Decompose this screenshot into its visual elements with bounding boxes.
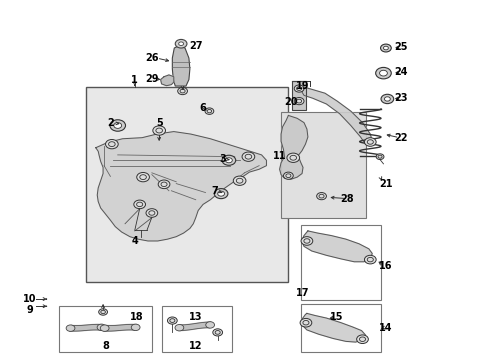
- Circle shape: [105, 139, 118, 149]
- Polygon shape: [160, 75, 173, 86]
- Polygon shape: [96, 132, 266, 241]
- Circle shape: [178, 42, 183, 45]
- Text: 19: 19: [296, 81, 309, 91]
- Text: 12: 12: [188, 341, 202, 351]
- Circle shape: [66, 325, 75, 332]
- Circle shape: [153, 126, 165, 135]
- Text: 7: 7: [211, 186, 218, 197]
- Circle shape: [283, 172, 293, 179]
- Circle shape: [300, 319, 311, 327]
- Circle shape: [114, 123, 122, 129]
- Circle shape: [301, 237, 312, 245]
- Circle shape: [205, 322, 214, 328]
- Bar: [161, 306, 232, 352]
- Circle shape: [364, 138, 375, 146]
- Circle shape: [177, 87, 187, 95]
- Circle shape: [137, 172, 149, 182]
- Text: 13: 13: [188, 312, 202, 322]
- Polygon shape: [103, 324, 136, 331]
- Circle shape: [100, 325, 109, 332]
- Circle shape: [242, 152, 254, 161]
- Circle shape: [158, 180, 169, 189]
- Bar: [59, 306, 152, 352]
- Circle shape: [131, 324, 140, 330]
- Circle shape: [375, 67, 390, 79]
- Circle shape: [99, 309, 107, 315]
- Text: 3: 3: [219, 154, 225, 164]
- Circle shape: [384, 97, 389, 101]
- Text: 29: 29: [145, 74, 158, 84]
- Circle shape: [383, 46, 387, 50]
- Text: 21: 21: [378, 179, 392, 189]
- Polygon shape: [279, 116, 307, 179]
- Bar: [86, 87, 288, 282]
- Text: 18: 18: [130, 312, 144, 322]
- Text: 1: 1: [131, 75, 138, 85]
- Circle shape: [214, 189, 227, 199]
- Text: 16: 16: [378, 261, 392, 271]
- Text: 23: 23: [393, 93, 407, 103]
- Circle shape: [225, 158, 232, 163]
- Polygon shape: [302, 231, 371, 262]
- Circle shape: [233, 176, 245, 185]
- Circle shape: [146, 209, 158, 217]
- Text: 24: 24: [393, 67, 407, 77]
- Circle shape: [364, 255, 375, 264]
- Circle shape: [356, 335, 367, 343]
- Circle shape: [134, 200, 145, 209]
- Circle shape: [110, 120, 125, 131]
- Circle shape: [167, 317, 177, 324]
- Text: 8: 8: [102, 341, 109, 351]
- Text: 10: 10: [23, 294, 37, 304]
- Text: 25: 25: [393, 42, 407, 52]
- Text: 17: 17: [296, 288, 309, 298]
- Bar: [300, 225, 380, 300]
- Circle shape: [97, 324, 106, 330]
- Circle shape: [204, 108, 213, 114]
- Text: 11: 11: [272, 150, 286, 161]
- Circle shape: [212, 329, 222, 336]
- Polygon shape: [178, 322, 210, 330]
- Polygon shape: [302, 87, 371, 146]
- Circle shape: [175, 324, 183, 331]
- Circle shape: [286, 153, 299, 162]
- Bar: [281, 112, 366, 218]
- Circle shape: [222, 155, 235, 165]
- Text: 22: 22: [393, 133, 407, 143]
- Circle shape: [380, 94, 393, 104]
- Text: 20: 20: [284, 97, 297, 107]
- Text: 6: 6: [199, 103, 206, 113]
- Text: 27: 27: [188, 41, 202, 50]
- Text: 28: 28: [339, 194, 353, 204]
- Text: 15: 15: [330, 312, 343, 322]
- Circle shape: [175, 40, 186, 48]
- Circle shape: [294, 85, 304, 92]
- Text: 14: 14: [378, 323, 392, 333]
- Circle shape: [294, 98, 304, 105]
- Bar: [292, 81, 305, 110]
- Polygon shape: [69, 324, 102, 331]
- Polygon shape: [302, 314, 365, 342]
- Circle shape: [217, 191, 224, 196]
- Text: 2: 2: [107, 118, 114, 128]
- Circle shape: [379, 70, 386, 76]
- Circle shape: [375, 154, 383, 159]
- Text: 26: 26: [145, 53, 158, 63]
- Text: 5: 5: [156, 118, 162, 128]
- Text: 4: 4: [131, 236, 138, 246]
- Bar: [300, 304, 380, 352]
- Circle shape: [316, 193, 326, 200]
- Text: 9: 9: [26, 305, 33, 315]
- Polygon shape: [172, 45, 189, 86]
- Circle shape: [380, 44, 390, 52]
